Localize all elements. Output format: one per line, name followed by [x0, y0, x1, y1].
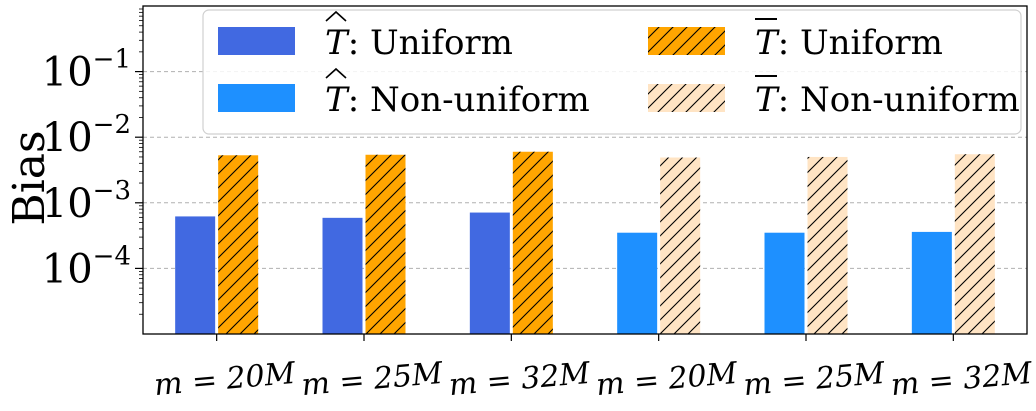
legend-swatch — [218, 27, 295, 55]
bar-hatch — [807, 156, 848, 334]
legend: T: Uniform T: Non-uniform T: Uniform T: Non… — [202, 9, 1022, 135]
ytick-label: 10−4 — [42, 241, 131, 292]
legend-swatch-hatch — [648, 27, 725, 55]
bars — [175, 151, 995, 334]
hat-accent — [325, 10, 347, 22]
xtick-label: m = 20M — [153, 356, 298, 403]
bar-hat-4 — [617, 232, 658, 334]
xtick-label: m = 20M — [595, 356, 740, 403]
bar-hat-5 — [764, 232, 805, 334]
xtick-label: m = 25M — [742, 356, 887, 403]
y-axis-label: Bias — [4, 130, 55, 225]
legend-box — [202, 9, 1022, 135]
ytick-label: 10−2 — [42, 110, 131, 161]
legend-swatch — [218, 84, 295, 112]
legend-label: T: Uniform — [755, 23, 943, 63]
plot-frame — [142, 5, 1028, 335]
legend-label: T: Non-uniform — [755, 80, 1020, 120]
hat-accent — [325, 67, 347, 79]
bar-hatch — [512, 151, 553, 334]
bar-hatch — [954, 154, 995, 334]
legend-swatch-hatch — [648, 84, 725, 112]
ytick-label: 10−3 — [42, 176, 131, 227]
bar-hatch — [660, 157, 701, 334]
legend-label: T: Uniform — [325, 23, 513, 63]
bar-hatch — [218, 155, 259, 334]
bar-hat-3 — [469, 212, 510, 334]
bar-hatch — [365, 154, 406, 334]
xtick-label: m = 25M — [300, 356, 445, 403]
xtick-label: m = 32M — [889, 356, 1034, 403]
ytick-label: 10−1 — [42, 45, 131, 96]
bar-hat-1 — [175, 216, 216, 334]
bar-hat-2 — [322, 217, 363, 334]
legend-label: T: Non-uniform — [325, 80, 590, 120]
xtick-label: m = 32M — [447, 356, 592, 403]
bar-hat-6 — [911, 231, 952, 334]
